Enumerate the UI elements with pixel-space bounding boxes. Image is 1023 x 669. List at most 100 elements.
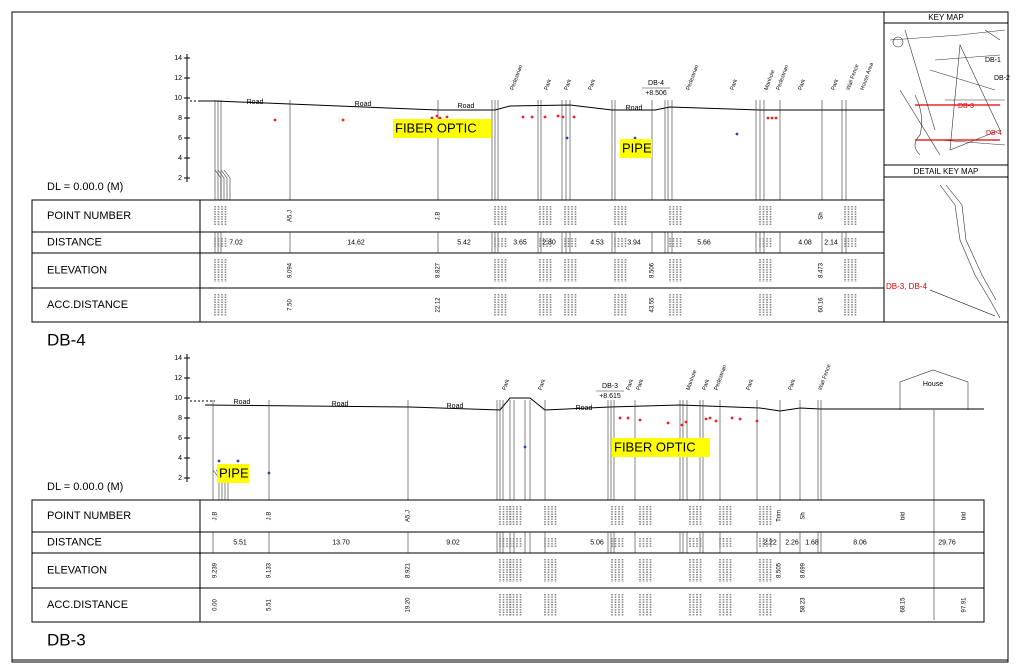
acc-distance: 58.23 — [801, 597, 807, 613]
row-label: POINT NUMBER — [47, 510, 131, 522]
axis-label: 10 — [174, 395, 182, 402]
axis-label: 6 — [178, 135, 182, 142]
key-map-title: KEY MAP — [928, 13, 963, 22]
annotation-bg — [217, 464, 249, 483]
station-elev: +8.615 — [599, 393, 621, 400]
axis-label: 12 — [174, 375, 182, 382]
utility-point — [684, 420, 688, 424]
row-label: DISTANCE — [47, 536, 102, 548]
utility-point — [438, 116, 442, 120]
utility-point — [770, 116, 774, 120]
feature-label: Pedestrian — [510, 64, 525, 91]
elevation: 9.133 — [267, 562, 273, 578]
elevation: 8.699 — [801, 562, 807, 578]
elevation: 9.094 — [288, 262, 294, 278]
utility-point — [273, 118, 277, 122]
acc-distance: 68.15 — [901, 597, 907, 613]
feature-label: Wall Fence — [818, 363, 833, 391]
axis-label: 8 — [178, 115, 182, 122]
axis-label: 2 — [178, 475, 182, 482]
acc-distance: 0.00 — [213, 599, 219, 611]
key-map-label: DB-2 — [994, 75, 1010, 82]
feature-label: Pedestrian — [776, 64, 791, 91]
point-number: bld — [962, 512, 968, 520]
point-number: Sh — [819, 212, 825, 219]
feature-label: Park — [502, 378, 512, 391]
utility-point — [435, 114, 439, 118]
acc-distance: 7.50 — [288, 299, 294, 311]
axis-label: 10 — [174, 95, 182, 102]
utility-point — [530, 115, 534, 119]
axis-label: 14 — [174, 355, 182, 362]
feature-label: Road — [626, 105, 643, 112]
point-number: J.B — [436, 212, 442, 221]
feature-label: Park — [831, 78, 841, 91]
step — [220, 169, 228, 200]
distance: 5.51 — [233, 539, 247, 546]
house — [899, 369, 969, 620]
point-number: Sh — [801, 512, 807, 519]
feature-label: Road — [576, 405, 593, 412]
feature-label: Park — [702, 378, 712, 391]
utility-point — [730, 416, 734, 420]
distance: 5.66 — [697, 239, 711, 246]
utility-point — [341, 118, 345, 122]
detail-leader — [929, 289, 996, 317]
acc-distance: 43.55 — [650, 297, 656, 313]
feature-label: Park — [544, 78, 554, 91]
utility-point — [523, 445, 527, 449]
axis-label: 12 — [174, 75, 182, 82]
distance: 7.02 — [229, 239, 243, 246]
feature-label: Park — [538, 378, 548, 391]
distance: 8.06 — [853, 539, 867, 546]
row-label: ACC.DISTANCE — [47, 299, 128, 311]
distance: 5.42 — [457, 239, 471, 246]
point-number: J.B — [267, 512, 273, 521]
sheet-border — [11, 11, 1009, 663]
utility-point — [267, 471, 271, 475]
station-name: DB-3 — [602, 383, 618, 390]
utility-point — [521, 115, 525, 119]
utility-point — [755, 419, 759, 423]
row-label: ACC.DISTANCE — [47, 599, 128, 611]
utility-point — [735, 132, 739, 136]
utility-point — [704, 417, 708, 421]
axis-label: 6 — [178, 435, 182, 442]
elevation: 9.239 — [213, 562, 219, 578]
utility-point — [543, 115, 547, 119]
step — [217, 169, 225, 200]
elevation: 8.506 — [650, 262, 656, 278]
feature-label: Park — [746, 378, 756, 391]
feature-label: Road — [355, 101, 372, 108]
utility-point — [738, 417, 742, 421]
utility-point — [638, 418, 642, 422]
annotation: FIBER OPTIC — [614, 439, 696, 454]
feature-label: Road — [247, 99, 264, 106]
datum: DL = 0.00.0 (M) — [47, 481, 123, 493]
profile-name: DB-4 — [47, 330, 86, 349]
annotation: PIPE — [622, 140, 652, 155]
utility-point — [680, 423, 684, 427]
utility-point — [430, 116, 434, 120]
elevation: 8.921 — [406, 562, 412, 578]
profile-name: DB-3 — [47, 630, 86, 649]
detail-key-map-title: DETAIL KEY MAP — [914, 167, 979, 176]
feature-label: Pedestrian — [686, 64, 701, 91]
utility-point — [445, 115, 449, 119]
utility-point — [565, 136, 569, 140]
axis-label: 2 — [178, 175, 182, 182]
utility-point — [774, 116, 778, 120]
point-number: A5.J — [288, 210, 294, 222]
feature-label: Road — [447, 403, 464, 410]
feature-label: Wall Fence — [846, 63, 861, 91]
acc-distance: 5.51 — [267, 599, 273, 611]
distance: 3.94 — [627, 239, 641, 246]
feature-label: Manhole — [764, 69, 777, 91]
distance: 5.06 — [590, 539, 604, 546]
table-frame — [31, 199, 885, 323]
detail-label: DB-3, DB-4 — [886, 282, 927, 291]
utility-point — [714, 419, 718, 423]
annotation-bg — [393, 119, 491, 138]
step — [223, 169, 231, 200]
